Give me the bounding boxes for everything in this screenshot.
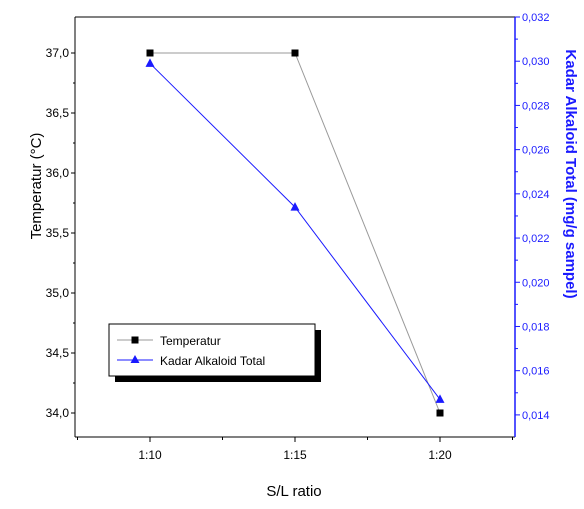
y-axis-title: Temperatur (°C) xyxy=(28,133,45,240)
data-point-kadar-alkaloid-total xyxy=(145,58,155,67)
data-point-temperatur xyxy=(436,409,444,417)
y-tick-label: 34,5 xyxy=(46,346,70,360)
y2-tick-label: 0,024 xyxy=(522,189,550,201)
y2-tick-label: 0,026 xyxy=(522,145,550,157)
x-axis-title: S/L ratio xyxy=(266,483,321,500)
y-tick-label: 35,5 xyxy=(46,226,70,240)
y2-tick-label: 0,032 xyxy=(522,12,550,24)
y2-tick-label: 0,020 xyxy=(522,277,550,289)
x-tick-label: 1:10 xyxy=(138,448,162,462)
y2-tick-label: 0,030 xyxy=(522,56,550,68)
legend-label-temperatur: Temperatur xyxy=(160,334,221,348)
legend-label-kadar: Kadar Alkaloid Total xyxy=(160,354,265,368)
y2-tick-label: 0,018 xyxy=(522,321,550,333)
x-tick-label: 1:15 xyxy=(283,448,307,462)
series xyxy=(145,49,445,417)
y2-axis-title: Kadar Alkaloid Total (mg/g sampel) xyxy=(562,49,579,298)
y2-tick-label: 0,022 xyxy=(522,233,550,245)
y2-tick-label: 0,014 xyxy=(522,410,550,422)
y-tick-label: 37,0 xyxy=(46,46,70,60)
y2-tick-label: 0,016 xyxy=(522,366,550,378)
y-tick-label: 35,0 xyxy=(46,286,70,300)
legend-marker-kadar xyxy=(130,355,140,363)
data-point-kadar-alkaloid-total xyxy=(290,202,300,211)
y2-tick-label: 0,028 xyxy=(522,100,550,112)
legend-box xyxy=(108,323,316,377)
x-tick-label: 1:20 xyxy=(428,448,452,462)
data-point-temperatur xyxy=(146,49,154,57)
data-point-temperatur xyxy=(291,49,299,57)
y-tick-label: 34,0 xyxy=(46,406,70,420)
y-tick-label: 36,5 xyxy=(46,106,70,120)
ticks: 34,0 34,5 35,0 35,5 36,0 36,5 37,0 0,014 0,016 0,… xyxy=(46,12,550,462)
data-point-kadar-alkaloid-total xyxy=(435,394,445,403)
y-tick-label: 36,0 xyxy=(46,166,70,180)
legend: Temperatur Kadar Alkaloid Total xyxy=(108,323,321,382)
legend-marker-temperatur xyxy=(131,336,139,344)
